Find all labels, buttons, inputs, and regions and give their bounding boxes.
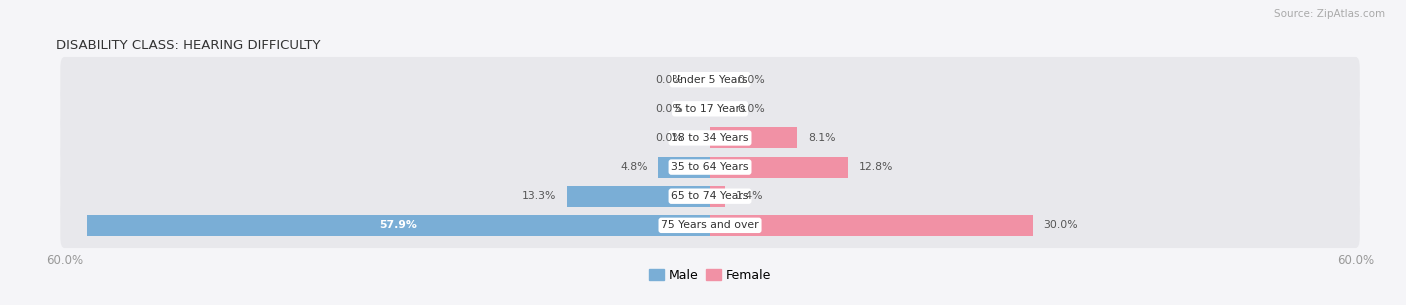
FancyBboxPatch shape [60, 174, 1360, 219]
Text: Source: ZipAtlas.com: Source: ZipAtlas.com [1274, 9, 1385, 19]
Text: 8.1%: 8.1% [808, 133, 835, 143]
Text: 35 to 64 Years: 35 to 64 Years [671, 162, 749, 172]
Text: 57.9%: 57.9% [380, 220, 418, 230]
Text: 5 to 17 Years: 5 to 17 Years [675, 104, 745, 114]
Text: 0.0%: 0.0% [655, 133, 683, 143]
FancyBboxPatch shape [60, 144, 1360, 190]
Text: DISABILITY CLASS: HEARING DIFFICULTY: DISABILITY CLASS: HEARING DIFFICULTY [56, 39, 321, 52]
Bar [567, 186, 710, 207]
Bar [658, 156, 710, 178]
Text: 18 to 34 Years: 18 to 34 Years [671, 133, 749, 143]
Text: 0.0%: 0.0% [655, 75, 683, 85]
Text: 30.0%: 30.0% [1043, 220, 1078, 230]
Legend: Male, Female: Male, Female [644, 264, 776, 287]
Text: 0.0%: 0.0% [655, 104, 683, 114]
Text: 0.0%: 0.0% [737, 75, 765, 85]
Text: 75 Years and over: 75 Years and over [661, 220, 759, 230]
FancyBboxPatch shape [60, 57, 1360, 102]
FancyBboxPatch shape [60, 86, 1360, 131]
Bar [710, 127, 797, 149]
Bar [710, 186, 725, 207]
Text: 65 to 74 Years: 65 to 74 Years [671, 191, 749, 201]
Text: Under 5 Years: Under 5 Years [672, 75, 748, 85]
FancyBboxPatch shape [60, 115, 1360, 161]
Text: 0.0%: 0.0% [737, 104, 765, 114]
Text: 1.4%: 1.4% [735, 191, 763, 201]
FancyBboxPatch shape [60, 203, 1360, 248]
Text: 4.8%: 4.8% [620, 162, 648, 172]
Bar [710, 156, 848, 178]
Text: 13.3%: 13.3% [522, 191, 557, 201]
Bar [710, 215, 1033, 236]
Text: 12.8%: 12.8% [859, 162, 893, 172]
Bar [87, 215, 710, 236]
